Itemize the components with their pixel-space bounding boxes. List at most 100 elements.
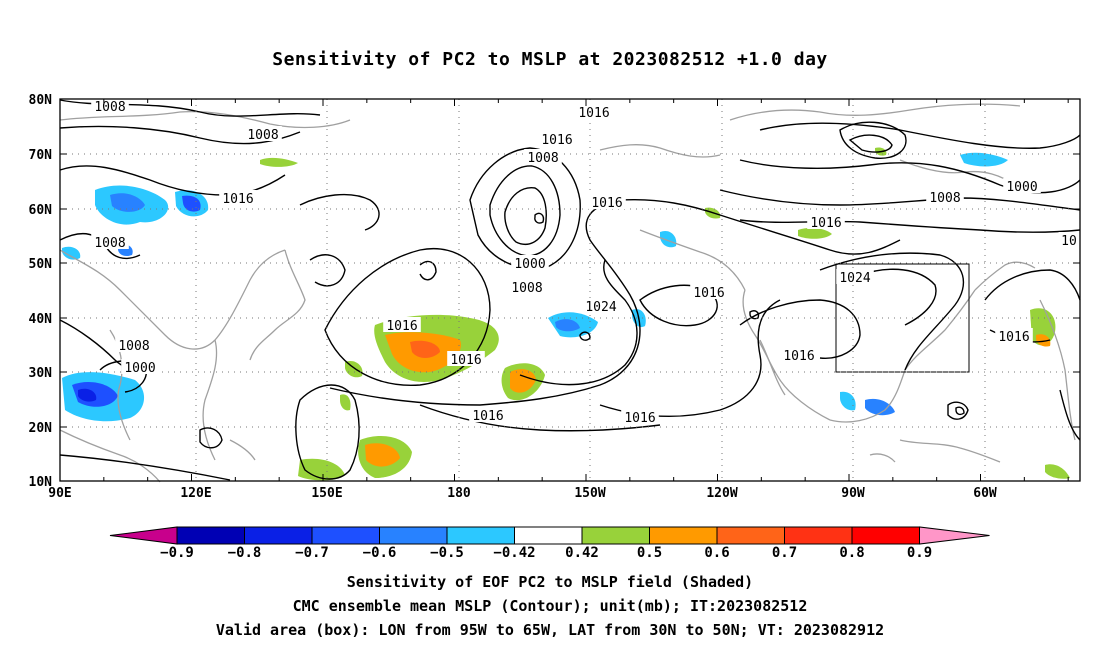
colorbar-label: −0.9 (160, 545, 194, 561)
contour-label-bg (244, 126, 282, 141)
colorbar-label: −0.42 (493, 545, 535, 561)
colorbar-label: 0.6 (704, 545, 729, 561)
figure-title: Sensitivity of PC2 to MSLP at 2023082512… (272, 49, 828, 70)
colorbar-label: 0.5 (637, 545, 662, 561)
contour-label-bg (469, 407, 507, 422)
contour-label: 1000 (514, 257, 545, 272)
longitude-label: 180 (447, 486, 471, 501)
colorbar-label: −0.6 (363, 545, 397, 561)
contour-label: 1008 (527, 151, 558, 166)
colorbar-label: 0.7 (772, 545, 797, 561)
contour-label-bg (115, 337, 153, 352)
contour-label-bg (511, 255, 549, 270)
longitude-labels: 90E 120E 150E 180 150W 120W 90W 60W (48, 486, 997, 501)
colorbar-segment (244, 526, 313, 545)
contour-label-bg (447, 351, 485, 366)
contour-label: 1008 (929, 191, 960, 206)
colorbar-label: 0.8 (839, 545, 864, 561)
contour-label: 1016 (998, 330, 1029, 345)
contour-label: 1016 (386, 319, 417, 334)
contour-label: 1016 (541, 133, 572, 148)
coastlines (59, 103, 1076, 483)
longitude-label: 90W (841, 486, 865, 501)
colorbar-segment (446, 526, 515, 545)
map-frame (59, 98, 1081, 482)
colorbar-segment (581, 526, 650, 545)
longitude-label: 90E (48, 486, 71, 501)
colorbar-segment (851, 526, 920, 545)
colorbar-label: −0.5 (430, 545, 464, 561)
contour-label-bg (538, 131, 576, 146)
contour-label-bg (836, 269, 874, 284)
colorbar-segment (176, 526, 245, 545)
colorbar-segment (379, 526, 448, 545)
longitude-label: 120W (706, 486, 737, 501)
colorbar-label: 0.9 (907, 545, 932, 561)
colorbar-segment (311, 526, 380, 545)
contour-label: 1016 (472, 409, 503, 424)
latitude-labels: 80N 70N 60N 50N 40N 30N 20N 10N (29, 93, 53, 490)
colorbar-high-extend (919, 526, 990, 545)
latitude-label: 40N (29, 312, 53, 327)
contour-label-bg (383, 317, 421, 332)
contour-label: 1016 (810, 216, 841, 231)
longitude-label: 150W (574, 486, 605, 501)
sensitivity-shading (62, 147, 1070, 481)
latitude-label: 70N (29, 148, 53, 163)
contour-label: 1008 (247, 128, 278, 143)
contour-label-bg (121, 359, 159, 374)
longitude-label: 120E (180, 486, 211, 501)
colorbar-label: −0.8 (228, 545, 262, 561)
contour-label-bg (995, 328, 1033, 343)
colorbar-label: 0.42 (565, 545, 599, 561)
contour-label-bg (582, 298, 620, 313)
contour-label: 1016 (222, 192, 253, 207)
mslp-contours (59, 99, 1081, 481)
colorbar-segment (716, 526, 785, 545)
colorbar-label: −0.7 (295, 545, 329, 561)
latitude-label: 20N (29, 421, 53, 436)
contour-label: 1024 (839, 271, 870, 286)
caption-line-1: Sensitivity of EOF PC2 to MSLP field (Sh… (346, 573, 754, 591)
contour-label-bg (1003, 178, 1041, 193)
contour-label-bg (1058, 232, 1080, 247)
caption-line-2: CMC ensemble mean MSLP (Contour); unit(m… (292, 597, 808, 615)
latitude-label: 60N (29, 203, 53, 218)
contour-label-bg (588, 194, 626, 209)
contour-label: 1016 (624, 411, 655, 426)
colorbar-low-extend (109, 526, 178, 545)
contour-labels: 1008 1008 1016 1008 1008 1000 1016 1016 1008 1000… (91, 98, 1080, 426)
contour-label: 1016 (591, 196, 622, 211)
contour-label-bg (508, 279, 546, 294)
contour-label: 1008 (118, 339, 149, 354)
contour-label-bg (524, 149, 562, 164)
latitude-label: 80N (29, 93, 53, 108)
contour-label-bg (219, 190, 257, 205)
contour-label-bg (91, 98, 129, 113)
latitude-label: 50N (29, 257, 53, 272)
longitude-label: 60W (973, 486, 997, 501)
contour-label: 1000 (124, 361, 155, 376)
contour-label: 1024 (585, 300, 616, 315)
contour-label: 1016 (450, 353, 481, 368)
colorbar: −0.9 −0.8 −0.7 −0.6 −0.5 −0.42 0.42 0.5 0.6 0.7 0.… (109, 526, 990, 561)
axis-ticks (59, 98, 1080, 482)
contour-label: 1000 (1006, 180, 1037, 195)
valid-area-box (835, 263, 970, 373)
latitude-label: 10N (29, 475, 53, 490)
contour-label-bg (91, 234, 129, 249)
contour-label-bg (690, 284, 728, 299)
colorbar-segment (514, 526, 583, 545)
contour-label: 1008 (94, 236, 125, 251)
contour-label-bg (807, 214, 845, 229)
contour-label-bg (621, 409, 659, 424)
colorbar-segment (784, 526, 853, 545)
contour-label: 1016 (578, 106, 609, 121)
contour-label-bg (780, 347, 818, 362)
contour-label: 10 (1061, 234, 1077, 249)
contour-label: 1016 (783, 349, 814, 364)
contour-label: 1008 (511, 281, 542, 296)
caption-line-3: Valid area (box): LON from 95W to 65W, L… (215, 621, 885, 639)
gridlines (60, 99, 1080, 481)
